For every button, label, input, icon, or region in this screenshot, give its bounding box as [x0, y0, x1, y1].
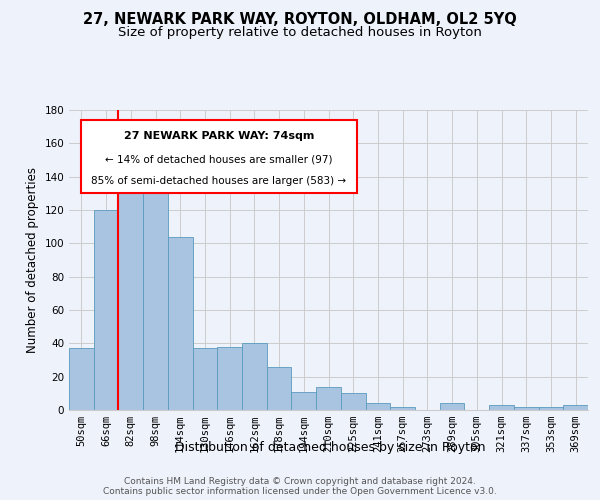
Bar [94, 210, 118, 410]
Bar [489, 405, 514, 410]
Bar [440, 404, 464, 410]
Bar [69, 348, 94, 410]
Text: Contains public sector information licensed under the Open Government Licence v3: Contains public sector information licen… [103, 486, 497, 496]
Bar [514, 406, 539, 410]
Bar [539, 406, 563, 410]
Y-axis label: Number of detached properties: Number of detached properties [26, 167, 39, 353]
Bar [292, 392, 316, 410]
Bar [242, 344, 267, 410]
Text: ← 14% of detached houses are smaller (97): ← 14% of detached houses are smaller (97… [105, 154, 333, 164]
Bar [365, 404, 390, 410]
Bar [118, 194, 143, 410]
Bar [193, 348, 217, 410]
Bar [563, 405, 588, 410]
Text: Distribution of detached houses by size in Royton: Distribution of detached houses by size … [175, 441, 485, 454]
Text: 27, NEWARK PARK WAY, ROYTON, OLDHAM, OL2 5YQ: 27, NEWARK PARK WAY, ROYTON, OLDHAM, OL2… [83, 12, 517, 28]
Bar [168, 236, 193, 410]
Bar [267, 366, 292, 410]
Bar [390, 406, 415, 410]
Text: Size of property relative to detached houses in Royton: Size of property relative to detached ho… [118, 26, 482, 39]
Bar [341, 394, 365, 410]
Bar [143, 170, 168, 410]
Text: 27 NEWARK PARK WAY: 74sqm: 27 NEWARK PARK WAY: 74sqm [124, 131, 314, 141]
Bar [217, 346, 242, 410]
Text: 85% of semi-detached houses are larger (583) →: 85% of semi-detached houses are larger (… [91, 176, 347, 186]
Text: Contains HM Land Registry data © Crown copyright and database right 2024.: Contains HM Land Registry data © Crown c… [124, 476, 476, 486]
Bar [316, 386, 341, 410]
